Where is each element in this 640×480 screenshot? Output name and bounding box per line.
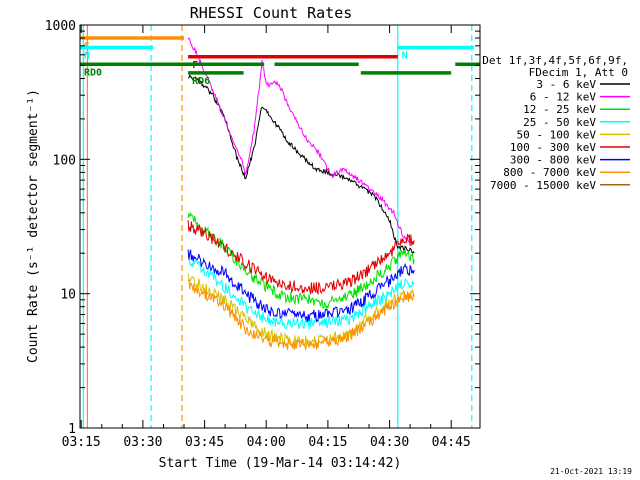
legend-label: 12 - 25 keV — [523, 103, 596, 116]
legend-label: 25 - 50 keV — [523, 116, 596, 129]
x-tick-label: 03:30 — [123, 435, 162, 450]
y-tick-label: 1000 — [45, 19, 76, 34]
series-6-12keV-line — [187, 37, 411, 244]
legend-label: 300 - 800 keV — [510, 154, 596, 167]
timestamp: 21-Oct-2021 13:19 — [550, 467, 632, 476]
flag-label-7: RD6 — [192, 76, 210, 87]
x-tick-label: 03:15 — [62, 435, 101, 450]
legend-header: FDecim 1, Att 0 — [529, 66, 628, 79]
legend-label: 6 - 12 keV — [530, 91, 597, 104]
x-tick-label: 03:45 — [185, 435, 224, 450]
plot-frame — [79, 24, 481, 429]
series-group — [187, 37, 415, 350]
legend-label: 3 - 6 keV — [536, 78, 596, 91]
flag-label-2: N — [402, 51, 408, 62]
x-tick-label: 04:15 — [308, 435, 347, 450]
legend-label: 7000 - 15000 keV — [490, 179, 596, 192]
legend: Det 1f,3f,4f,5f,6f,9f,FDecim 1, Att 03 -… — [482, 54, 630, 192]
y-axis-label: Count Rate (s⁻¹ detector segment⁻¹) — [26, 89, 41, 363]
legend-label: 100 - 300 keV — [510, 141, 596, 154]
flag-label-1: N — [84, 51, 90, 62]
flag-label-4: RD0 — [84, 67, 102, 78]
x-tick-label: 04:45 — [432, 435, 471, 450]
time-marker-lines — [82, 25, 473, 428]
y-tick-label: 1 — [68, 422, 76, 437]
series-25-50keV-line — [187, 253, 415, 330]
x-tick-label: 04:30 — [370, 435, 409, 450]
state-flag-bars: SNNFRD0RD6 — [80, 36, 480, 87]
x-axis: 03:15 03:30 03:45 04:00 04:15 04:30 04:45 — [62, 25, 471, 450]
legend-header: Det 1f,3f,4f,5f,6f,9f, — [482, 54, 628, 67]
series-12-25keV-line — [187, 211, 415, 311]
y-axis: 1 10 100 1000 — [45, 19, 480, 437]
series-800-7000keV-line — [187, 277, 415, 350]
chart-title: RHESSI Count Rates — [190, 4, 353, 22]
legend-label: 50 - 100 keV — [517, 128, 597, 141]
y-tick-label: 10 — [60, 288, 76, 303]
x-tick-label: 04:00 — [247, 435, 286, 450]
series-3-6keV-line — [187, 73, 415, 255]
series-50-100keV-line — [187, 273, 415, 348]
y-tick-label: 100 — [53, 153, 76, 168]
x-axis-label: Start Time (19-Mar-14 03:14:42) — [159, 456, 402, 471]
series-100-300keV-line — [187, 220, 415, 295]
series-300-800keV-line — [187, 249, 415, 323]
legend-label: 800 - 7000 keV — [503, 166, 596, 179]
